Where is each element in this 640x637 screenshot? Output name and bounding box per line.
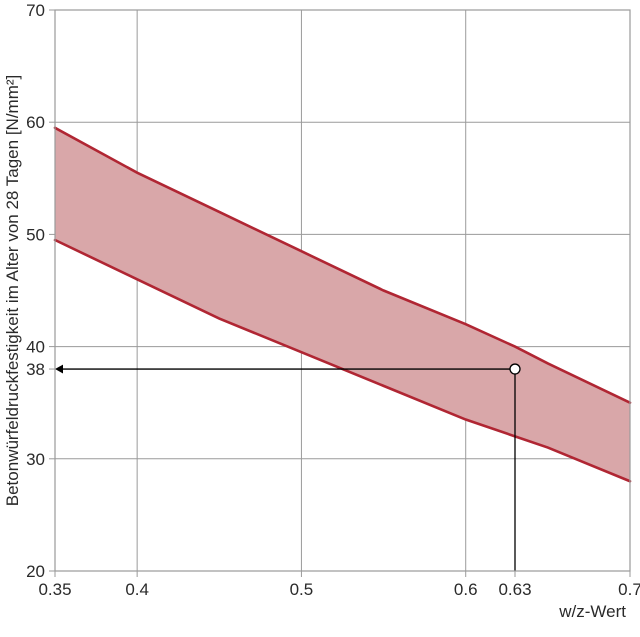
y-axis-label: Betonwürfeldruckfestigkeit im Alter von …	[3, 75, 22, 506]
x-axis-label: w/z-Wert	[558, 602, 626, 621]
x-tick-label: 0.6	[454, 580, 478, 599]
y-tick-label: 40	[26, 338, 45, 357]
x-tick-label: 0.35	[38, 580, 71, 599]
y-tick-label: 30	[26, 450, 45, 469]
x-tick-label: 0.5	[290, 580, 314, 599]
y-tick-label: 60	[26, 113, 45, 132]
indicator-marker	[510, 364, 520, 374]
x-tick-label: 0.4	[125, 580, 149, 599]
x-tick-label: 0.7	[618, 580, 640, 599]
y-tick-label: 50	[26, 225, 45, 244]
y-tick-label: 20	[26, 562, 45, 581]
y-tick-label: 70	[26, 1, 45, 20]
y-tick-label: 38	[26, 360, 45, 379]
x-tick-label: 0.63	[498, 580, 531, 599]
strength-vs-wz-chart: 0.35 0.4 0.5 0.6 0.63 0.7 20 30 38 40 50 60 70 w/z-We…	[0, 0, 640, 637]
chart-svg: 0.35 0.4 0.5 0.6 0.63 0.7 20 30 38 40 50 60 70 w/z-We…	[0, 0, 640, 637]
